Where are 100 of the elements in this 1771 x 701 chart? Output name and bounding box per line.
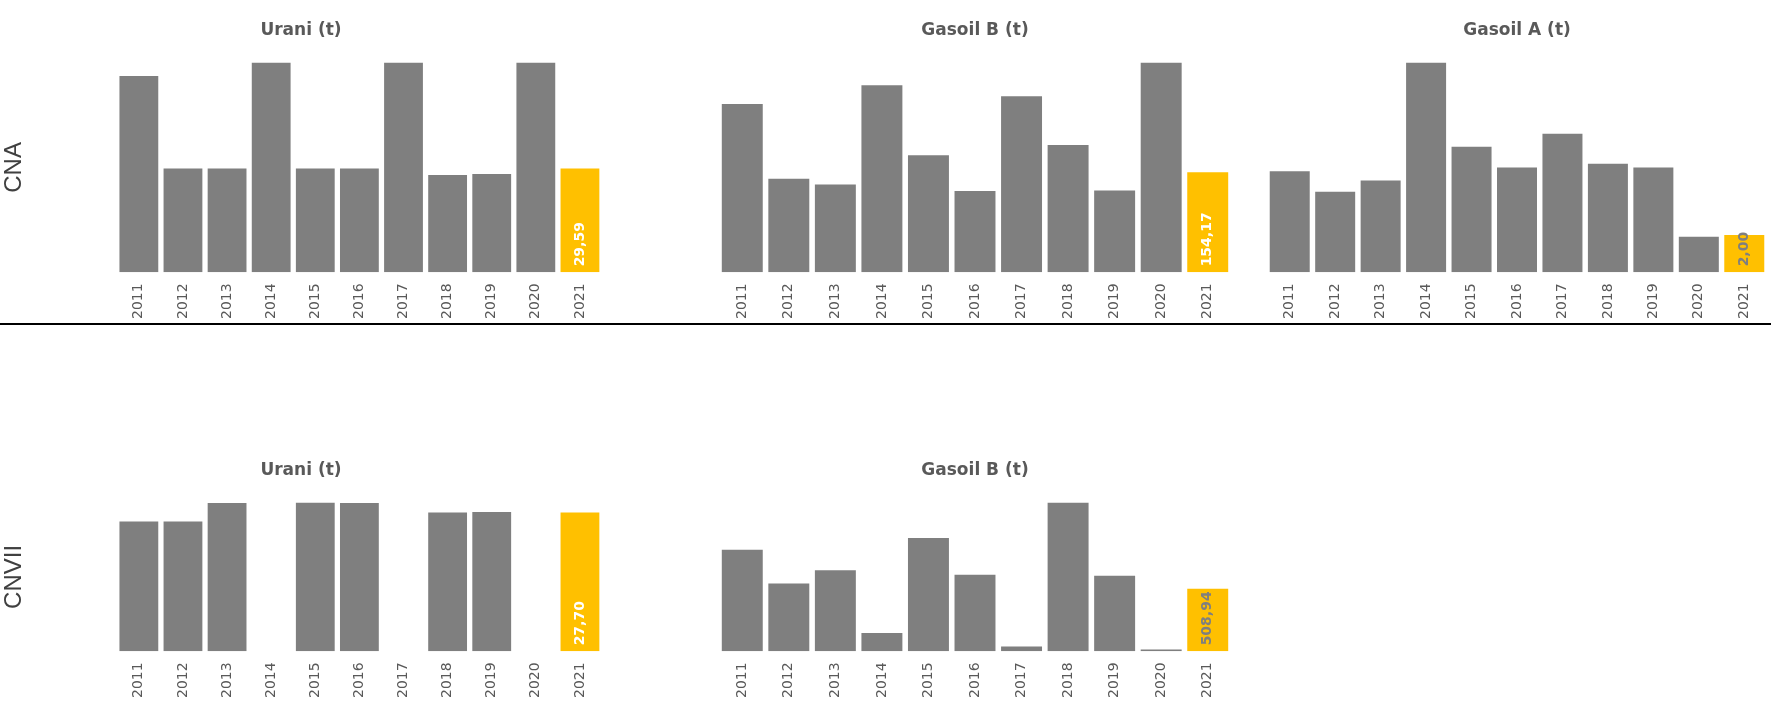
- x-tick-label: 2015: [919, 662, 936, 699]
- bar: [1001, 96, 1043, 273]
- bar: [768, 583, 810, 652]
- x-tick-label: 2015: [305, 662, 322, 699]
- bar: [1315, 191, 1356, 273]
- bar: [472, 511, 512, 652]
- bar: [207, 168, 247, 273]
- x-tick-label: 2021: [1198, 662, 1215, 699]
- chart-title: Gasoil B (t): [921, 18, 1029, 39]
- x-tick-label: 2011: [129, 283, 146, 320]
- x-tick-label: 2019: [1105, 283, 1122, 320]
- bar: [163, 168, 203, 273]
- bar: [1497, 167, 1537, 273]
- data-label: 27,70: [570, 600, 587, 646]
- bar: [1406, 62, 1447, 273]
- x-tick-label: 2020: [526, 283, 543, 320]
- chart-title: Urani (t): [260, 18, 342, 39]
- bar: [295, 502, 335, 652]
- x-tick-label: 2012: [173, 283, 190, 320]
- x-tick-label: 2017: [394, 662, 411, 699]
- x-tick-label: 2020: [1689, 283, 1706, 320]
- bar: [119, 76, 159, 273]
- x-tick-label: 2012: [779, 283, 796, 320]
- x-tick-label: 2021: [570, 283, 587, 320]
- bar: [1360, 180, 1401, 273]
- x-tick-label: 2016: [350, 662, 367, 699]
- bar: [1140, 62, 1182, 273]
- bar: [721, 549, 763, 652]
- bar: [907, 155, 949, 273]
- x-tick-label: 2017: [1553, 283, 1570, 320]
- x-tick-label: 2019: [1644, 283, 1660, 320]
- x-tick-label: 2013: [217, 662, 234, 699]
- x-tick-label: 2018: [1598, 283, 1615, 320]
- x-tick-label: 2014: [261, 662, 278, 699]
- bar: [954, 191, 996, 273]
- x-tick-label: 2014: [261, 283, 278, 320]
- x-tick-label: 2014: [872, 662, 889, 699]
- bar: [1047, 144, 1089, 273]
- x-tick-label: 2020: [526, 662, 543, 699]
- x-tick-label: 2018: [1058, 662, 1075, 699]
- chart-title: Gasoil A (t): [1463, 18, 1571, 39]
- x-tick-label: 2012: [1325, 283, 1342, 320]
- x-tick-label: 2013: [1371, 283, 1388, 320]
- x-tick-label: 2017: [1012, 662, 1029, 699]
- x-tick-label: 2021: [570, 662, 587, 699]
- bar: [1094, 575, 1136, 652]
- x-tick-label: 2015: [305, 283, 322, 320]
- bar: [1187, 172, 1229, 273]
- x-tick-label: 2014: [872, 283, 889, 320]
- x-tick-label: 2011: [129, 662, 146, 699]
- bar: [384, 62, 423, 273]
- x-tick-label: 2015: [1462, 283, 1479, 320]
- bar: [339, 168, 379, 273]
- x-tick-label: 2016: [965, 662, 982, 699]
- x-tick-label: 2016: [1507, 283, 1524, 320]
- bar: [1587, 163, 1628, 273]
- bar: [295, 168, 335, 273]
- bar: [1269, 171, 1310, 273]
- data-label: 154,17: [1198, 212, 1215, 267]
- bar: [428, 512, 468, 652]
- x-tick-label: 2012: [779, 662, 796, 699]
- bar: [907, 538, 949, 652]
- x-tick-label: 2020: [1151, 283, 1168, 320]
- bar: [721, 104, 763, 273]
- y-axis-title: CNVII: [0, 544, 27, 609]
- bar: [1678, 236, 1719, 273]
- x-tick-label: 2011: [732, 662, 749, 699]
- bar: [516, 62, 556, 273]
- bar: [428, 175, 468, 273]
- x-tick-label: 2016: [350, 283, 367, 320]
- x-tick-label: 2012: [173, 662, 190, 699]
- data-label: 508,94: [1198, 591, 1215, 646]
- data-label: 2,00: [1734, 231, 1751, 267]
- x-tick-label: 2011: [732, 283, 749, 320]
- bar: [814, 184, 856, 273]
- bar: [339, 502, 379, 652]
- bar: [768, 178, 810, 273]
- x-tick-label: 2017: [394, 283, 411, 320]
- x-tick-label: 2019: [482, 662, 499, 699]
- bar: [560, 168, 600, 273]
- x-tick-label: 2017: [1012, 283, 1029, 320]
- x-tick-label: 2018: [1058, 283, 1075, 320]
- x-tick-label: 2019: [1105, 662, 1122, 699]
- x-tick-label: 2014: [1416, 283, 1433, 320]
- bar: [163, 521, 203, 652]
- x-tick-label: 2015: [919, 283, 936, 320]
- x-tick-label: 2018: [438, 283, 455, 320]
- bar: [1451, 146, 1492, 273]
- bar: [560, 512, 600, 652]
- data-label: 29,59: [570, 222, 587, 267]
- bar: [1094, 190, 1136, 273]
- x-tick-label: 2018: [438, 662, 455, 699]
- y-axis-title: CNA: [0, 142, 27, 193]
- bar: [207, 502, 247, 652]
- bar: [119, 521, 159, 652]
- bar: [472, 174, 512, 273]
- x-tick-label: 2020: [1151, 662, 1168, 699]
- bar: [1001, 646, 1043, 652]
- bar: [861, 633, 903, 652]
- x-tick-label: 2011: [1280, 283, 1297, 320]
